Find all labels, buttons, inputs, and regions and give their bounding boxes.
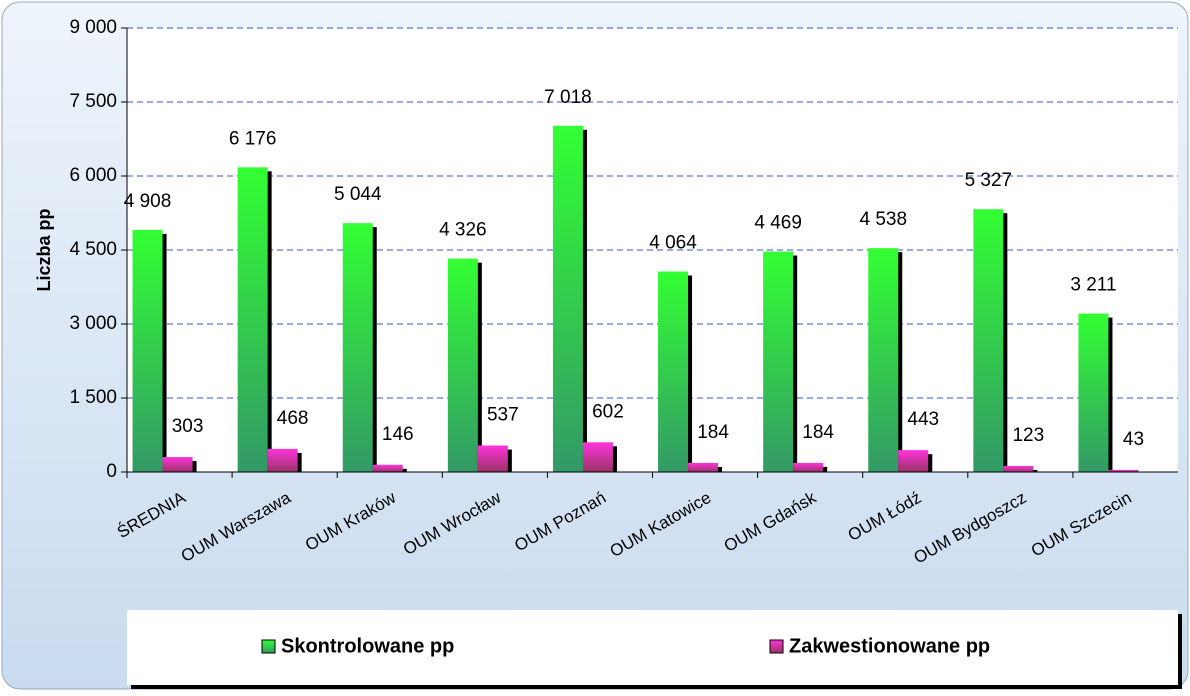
data-label: 468: [277, 408, 309, 429]
legend-swatch: [769, 639, 784, 654]
bar: [763, 251, 794, 472]
y-tick-label: 0: [106, 461, 117, 482]
y-tick-label: 3 000: [69, 313, 117, 334]
bar: [1003, 465, 1034, 472]
bar: [447, 258, 478, 472]
y-tick-label: 4 500: [69, 239, 117, 260]
y-tick-label: 1 500: [69, 387, 117, 408]
bar: [1078, 313, 1109, 472]
data-label: 5 327: [965, 170, 1013, 191]
bar: [552, 125, 583, 473]
y-tick-label: 7 500: [69, 91, 117, 112]
bar: [658, 271, 689, 472]
bar: [342, 223, 373, 472]
data-label: 303: [172, 416, 204, 437]
bar: [267, 448, 298, 472]
bar: [132, 229, 163, 472]
legend: [127, 610, 1178, 685]
bar: [868, 248, 899, 472]
data-label: 4 908: [124, 191, 172, 212]
y-tick-label: 9 000: [69, 17, 117, 38]
data-label: 4 469: [754, 213, 802, 234]
legend-label: Skontrolowane pp: [281, 635, 454, 657]
data-label: 6 176: [229, 128, 277, 149]
data-label: 3 211: [1070, 275, 1116, 296]
y-tick-label: 6 000: [69, 165, 117, 186]
data-label: 7 018: [544, 87, 592, 108]
legend-swatch: [261, 639, 276, 654]
bar: [973, 209, 1004, 472]
data-label: 602: [592, 401, 624, 422]
data-label: 123: [1012, 425, 1044, 446]
data-label: 5 044: [334, 184, 382, 205]
bar: [477, 445, 508, 472]
bar: [1108, 469, 1139, 472]
data-label: 146: [382, 424, 414, 445]
bar: [237, 167, 268, 473]
data-label: 43: [1123, 429, 1144, 450]
data-label: 184: [802, 422, 834, 443]
data-label: 4 064: [649, 233, 697, 254]
bar: [162, 457, 193, 472]
bar: [372, 464, 403, 472]
data-label: 537: [487, 405, 519, 426]
data-label: 184: [697, 422, 729, 443]
bar: [582, 442, 613, 472]
data-label: 4 326: [439, 220, 487, 241]
bar: [688, 462, 719, 472]
data-label: 443: [907, 409, 939, 430]
data-label: 4 538: [859, 209, 907, 230]
bar: [793, 462, 824, 472]
bar: [898, 450, 929, 472]
legend-label: Zakwestionowane pp: [789, 635, 990, 657]
y-axis-label: Liczba pp: [34, 208, 54, 291]
